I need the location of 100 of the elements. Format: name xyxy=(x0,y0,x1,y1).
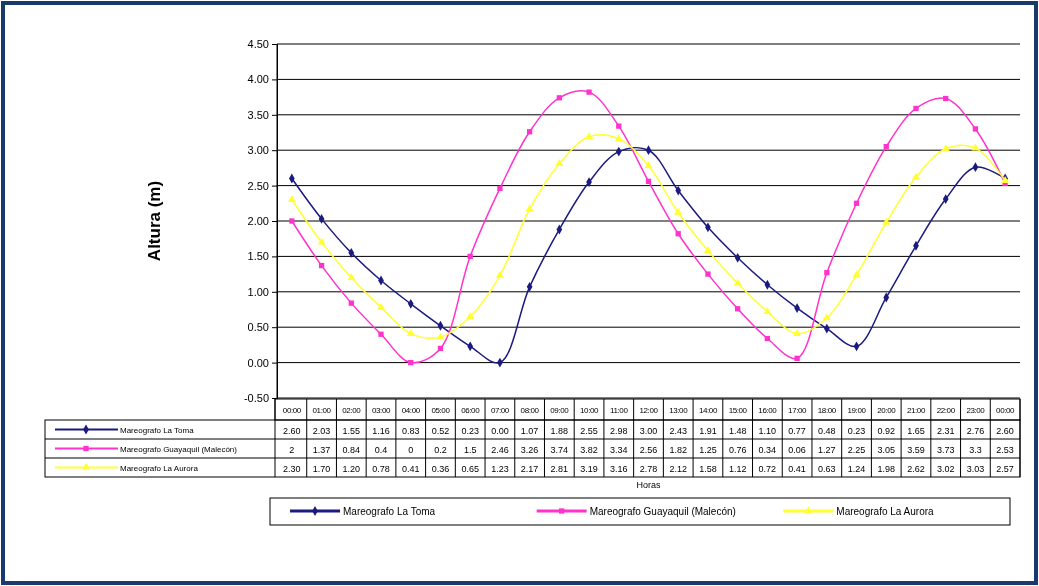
data-label: 2.60 xyxy=(996,425,1014,436)
data-label: 2.55 xyxy=(580,425,598,436)
x-tick-label: 16:00 xyxy=(758,406,778,415)
data-label: 1.23 xyxy=(491,463,509,474)
x-tick-label: 18:00 xyxy=(817,406,837,415)
point xyxy=(972,126,979,132)
text: Mareografo La Aurora xyxy=(120,463,198,473)
data-label: 3.00 xyxy=(639,425,658,436)
point xyxy=(674,207,683,215)
y-tick-label: 4.00 xyxy=(247,73,269,86)
point xyxy=(614,134,623,142)
data-label: 1.91 xyxy=(699,425,717,436)
point xyxy=(495,270,504,278)
data-label: 1.88 xyxy=(550,425,569,436)
x-tick-label: 13:00 xyxy=(669,406,689,415)
x-tick-label: 04:00 xyxy=(401,406,421,415)
data-label: 1.58 xyxy=(699,463,717,474)
data-label: 2.25 xyxy=(847,444,866,455)
y-tick-label: 1.00 xyxy=(247,285,269,298)
point xyxy=(763,306,772,314)
data-label: 0.41 xyxy=(788,463,806,474)
data-label: 3.3 xyxy=(969,444,982,455)
point xyxy=(705,271,711,277)
x-tick-label: 10:00 xyxy=(580,406,600,415)
point xyxy=(555,159,564,166)
data-label: 2.43 xyxy=(669,425,687,436)
data-label: 1.07 xyxy=(520,425,539,436)
data-label: 1.25 xyxy=(699,444,717,455)
point xyxy=(347,273,356,280)
point xyxy=(466,311,475,319)
data-label: 2.12 xyxy=(669,463,687,474)
data-label: 2.81 xyxy=(550,463,569,474)
x-tick-label: 06:00 xyxy=(461,406,481,415)
data-label: 0.41 xyxy=(401,463,420,474)
data-label: 2.31 xyxy=(936,425,955,436)
data-label: 0.00 xyxy=(491,425,509,436)
point xyxy=(377,302,386,310)
data-label: 0.2 xyxy=(434,444,447,455)
data-label: 0.52 xyxy=(431,425,450,436)
x-tick-label: 19:00 xyxy=(847,406,867,415)
data-label: 3.16 xyxy=(610,463,628,474)
data-label: 3.74 xyxy=(550,444,569,455)
data-label: 1.27 xyxy=(818,444,836,455)
data-label: 1.55 xyxy=(342,425,361,436)
y-axis-title: Altura (m) xyxy=(145,180,164,262)
point xyxy=(703,246,712,254)
data-label: 2.60 xyxy=(283,425,301,436)
point xyxy=(852,270,861,278)
data-label: 3.03 xyxy=(966,463,985,474)
data-label: 2.78 xyxy=(639,463,658,474)
data-label: 3.02 xyxy=(936,463,955,474)
data-label: 0.76 xyxy=(728,444,747,455)
data-label: 1.37 xyxy=(312,444,331,455)
data-label: 0.36 xyxy=(431,463,450,474)
data-label: 1.82 xyxy=(669,444,687,455)
x-tick-label: 20:00 xyxy=(877,406,897,415)
data-label: 0 xyxy=(408,444,414,455)
data-label: 2.76 xyxy=(966,425,985,436)
point xyxy=(941,144,950,152)
data-label: 2.62 xyxy=(907,463,925,474)
data-label: 1.12 xyxy=(728,463,747,474)
point xyxy=(733,278,742,286)
text: Horas xyxy=(636,480,661,490)
point xyxy=(585,132,594,140)
x-tick-label: 05:00 xyxy=(431,406,451,415)
data-label: 1.24 xyxy=(847,463,866,474)
data-label: 1.16 xyxy=(372,425,390,436)
x-tick-label: 00:00 xyxy=(996,406,1016,415)
x-tick-label: 21:00 xyxy=(906,406,926,415)
data-label: 2.03 xyxy=(312,425,331,436)
data-label: 0.23 xyxy=(461,425,479,436)
point xyxy=(348,300,354,306)
data-label: 3.05 xyxy=(877,444,896,455)
x-tick-label: 14:00 xyxy=(698,406,718,415)
legend-label: Mareografo La Aurora xyxy=(836,505,935,517)
point xyxy=(882,217,891,225)
data-label: 0.83 xyxy=(401,425,420,436)
data-label: 3.82 xyxy=(580,444,598,455)
data-label: 0.06 xyxy=(788,444,806,455)
data-label: 1.98 xyxy=(877,463,896,474)
legend-label: Mareografo Guayaquil (Malecón) xyxy=(589,505,736,517)
y-tick-label: 3.00 xyxy=(247,144,269,157)
y-tick-label: -0.50 xyxy=(243,392,269,405)
data-label: 3.34 xyxy=(610,444,628,455)
x-tick-label: 12:00 xyxy=(639,406,659,415)
point xyxy=(616,123,622,129)
data-label: 1.20 xyxy=(342,463,361,474)
x-tick-label: 11:00 xyxy=(610,406,629,415)
point xyxy=(793,328,802,336)
x-tick-label: 15:00 xyxy=(728,406,748,415)
data-label: 1.65 xyxy=(907,425,925,436)
x-tick-label: 09:00 xyxy=(550,406,570,415)
y-tick-label: 4.50 xyxy=(247,38,269,51)
x-tick-label: 00:00 xyxy=(282,406,302,415)
point xyxy=(406,328,415,336)
data-label: 2.46 xyxy=(491,444,509,455)
data-label: 2.98 xyxy=(610,425,628,436)
x-tick-label: 23:00 xyxy=(966,406,986,415)
point xyxy=(317,237,326,245)
point xyxy=(794,355,800,361)
